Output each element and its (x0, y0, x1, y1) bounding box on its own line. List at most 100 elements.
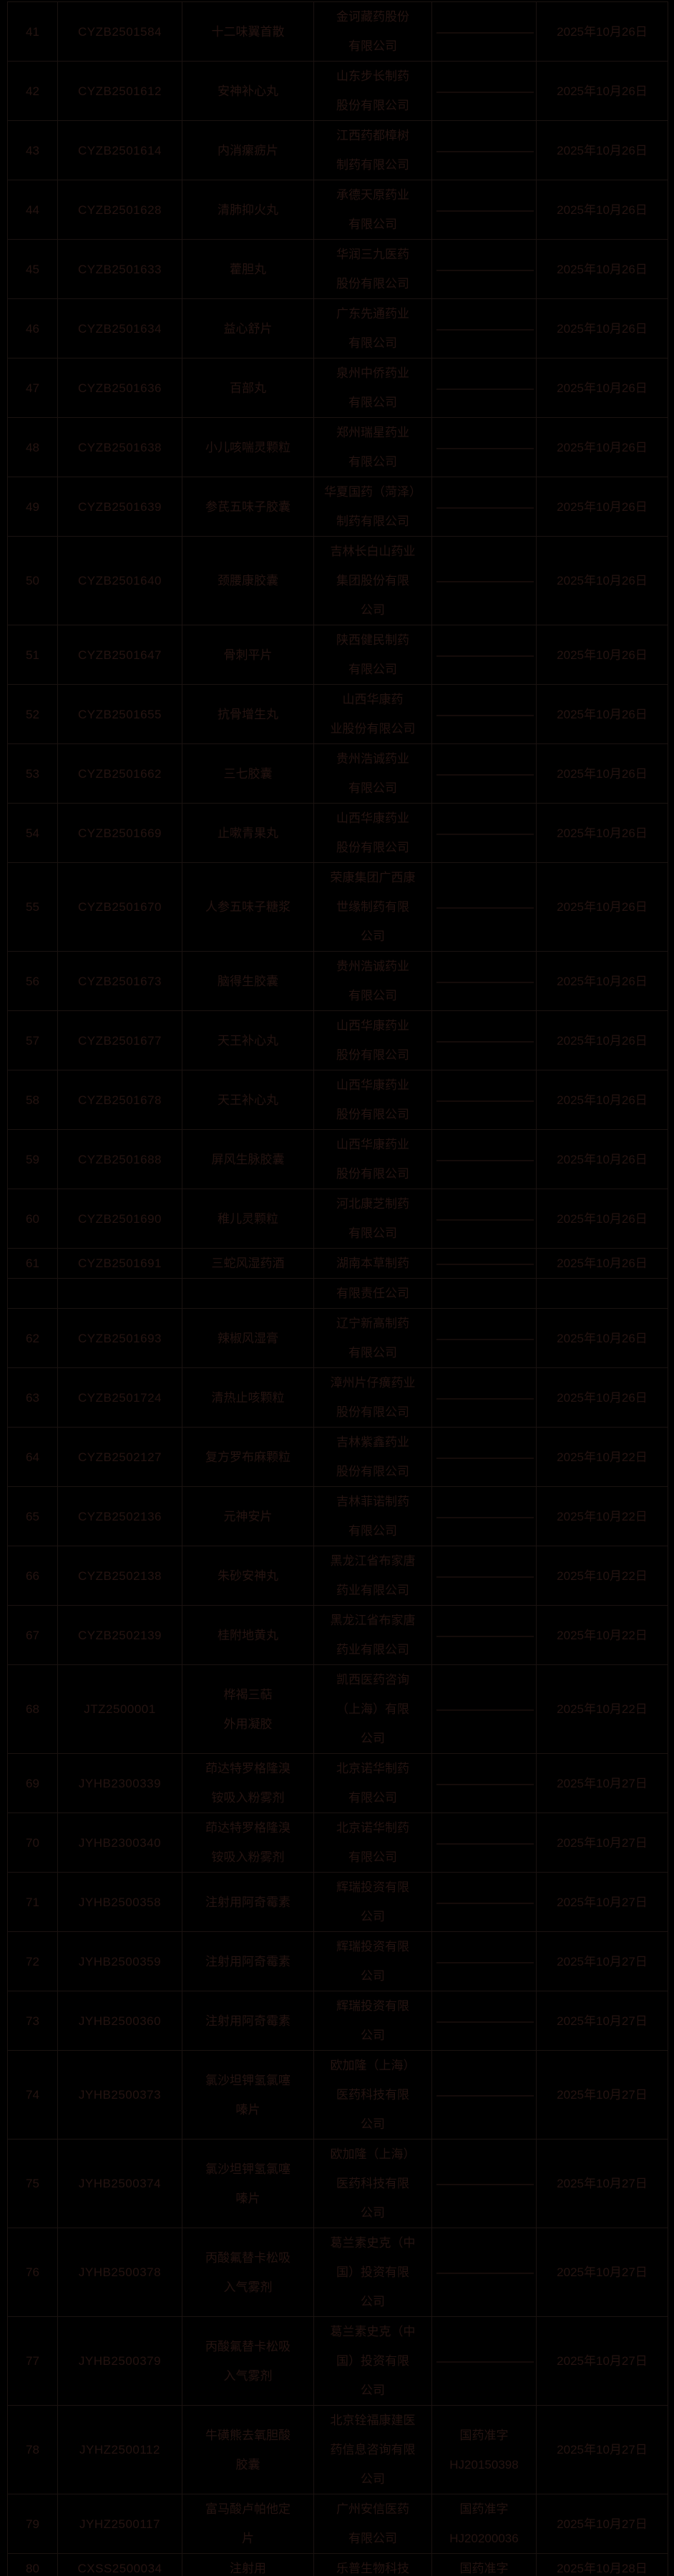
cell-acceptance-id: CYZB2501662 (57, 743, 182, 804)
cell-row-number: 55 (7, 862, 58, 952)
cell-approval-number: ———————— (431, 477, 537, 537)
cell-row-number: 71 (7, 1872, 58, 1932)
table-row: 76 JYHB2500378 丙酸氟替卡松吸 入气雾剂 葛兰素史克（中 国）投资… (7, 2228, 668, 2317)
table-row: 47 CYZB2501636 百部丸 泉州中侨药业 有限公司 ———————— … (7, 358, 668, 418)
cell-approval-date: 2025年10月26日 (536, 358, 668, 418)
table-row: 79 JYHZ2500117 富马酸卢帕他定 片 广州安信医药 有限公司 国药准… (7, 2494, 668, 2554)
cell-approval-number: ———————— (431, 1753, 537, 1813)
cell-row-number: 54 (7, 803, 58, 863)
cell-row-number: 42 (7, 61, 58, 121)
cell-approval-date: 2025年10月27日 (536, 1753, 668, 1813)
cell-approval-date: 2025年10月26日 (536, 1129, 668, 1189)
cell-approval-number (431, 1278, 537, 1309)
table-row: 52 CYZB2501655 抗骨增生丸 山西华康药 业股份有限公司 —————… (7, 684, 668, 744)
cell-row-number: 70 (7, 1813, 58, 1873)
cell-company-name: 欧加隆（上海） 医药科技有限 公司 (313, 2050, 432, 2140)
cell-approval-date: 2025年10月27日 (536, 2228, 668, 2317)
cell-approval-date: 2025年10月26日 (536, 120, 668, 180)
table-row: 66 CYZB2502138 朱砂安神丸 黑龙江省布家唐 药业有限公司 ————… (7, 1546, 668, 1606)
cell-drug-name: 参芪五味子胶囊 (182, 477, 314, 537)
cell-company-name: 辽宁新高制药 有限公司 (313, 1308, 432, 1368)
cell-acceptance-id: CYZB2501691 (57, 1248, 182, 1279)
table-row: 78 JYHZ2500112 牛磺熊去氧胆酸 胶囊 北京铨福康建医 药信息咨询有… (7, 2405, 668, 2494)
table-row: 73 JYHB2500360 注射用阿奇霉素 辉瑞投资有限 公司 ———————… (7, 1991, 668, 2051)
cell-approval-date: 2025年10月27日 (536, 2139, 668, 2228)
cell-approval-number: ———————— (431, 120, 537, 180)
cell-row-number: 66 (7, 1546, 58, 1606)
cell-drug-name: 注射用 (182, 2553, 314, 2576)
table-row: 45 CYZB2501633 藿胆丸 华润三九医药 股份有限公司 ———————… (7, 239, 668, 299)
cell-company-name: 广州安信医药 有限公司 (313, 2494, 432, 2554)
cell-acceptance-id: JYHZ2500117 (57, 2494, 182, 2554)
cell-row-number: 47 (7, 358, 58, 418)
table-row: 59 CYZB2501688 屏风生脉胶囊 山西华康药业 股份有限公司 ————… (7, 1129, 668, 1189)
cell-drug-name: 茚达特罗格隆溴 铵吸入粉雾剂 (182, 1753, 314, 1813)
cell-approval-number: ———————— (431, 1486, 537, 1546)
cell-acceptance-id: CYZB2501673 (57, 951, 182, 1011)
cell-company-name: 北京诺华制药 有限公司 (313, 1813, 432, 1873)
cell-approval-number: ———————— (431, 803, 537, 863)
cell-approval-number: ———————— (431, 1070, 537, 1130)
cell-acceptance-id: CYZB2501639 (57, 477, 182, 537)
cell-drug-name: 氯沙坦钾氢氯噻 嗪片 (182, 2050, 314, 2140)
table-row: 57 CYZB2501677 天王补心丸 山西华康药业 股份有限公司 —————… (7, 1010, 668, 1070)
cell-approval-date: 2025年10月26日 (536, 477, 668, 537)
cell-company-name: 山西华康药业 股份有限公司 (313, 1010, 432, 1070)
table-row: 55 CYZB2501670 人参五味子糖浆 荣康集团广西康 世缘制药有限 公司… (7, 862, 668, 952)
cell-company-name: 金诃藏药股份 有限公司 (313, 1, 432, 62)
cell-drug-name: 人参五味子糖浆 (182, 862, 314, 952)
cell-approval-number: ———————— (431, 2316, 537, 2406)
cell-drug-name: 注射用阿奇霉素 (182, 1872, 314, 1932)
cell-drug-name: 屏风生脉胶囊 (182, 1129, 314, 1189)
cell-row-number: 53 (7, 743, 58, 804)
cell-row-number: 56 (7, 951, 58, 1011)
cell-approval-date: 2025年10月26日 (536, 180, 668, 240)
cell-row-number: 75 (7, 2139, 58, 2228)
cell-acceptance-id: JYHZ2500112 (57, 2405, 182, 2494)
cell-approval-date: 2025年10月28日 (536, 2553, 668, 2576)
cell-approval-number: ———————— (431, 358, 537, 418)
cell-row-number: 68 (7, 1664, 58, 1754)
cell-approval-number: ———————— (431, 536, 537, 625)
cell-acceptance-id: CYZB2501636 (57, 358, 182, 418)
table-row: 48 CYZB2501638 小儿咳喘灵颗粒 郑州瑞星药业 有限公司 —————… (7, 417, 668, 477)
cell-company-name: 漳州片仔癀药业 股份有限公司 (313, 1367, 432, 1428)
cell-approval-number: ———————— (431, 862, 537, 952)
cell-drug-name: 牛磺熊去氧胆酸 胶囊 (182, 2405, 314, 2494)
table-row: 42 CYZB2501612 安神补心丸 山东步长制药 股份有限公司 —————… (7, 61, 668, 121)
cell-drug-name: 藿胆丸 (182, 239, 314, 299)
cell-approval-date: 2025年10月26日 (536, 1189, 668, 1249)
cell-company-name: 吉林长白山药业 集团股份有限 公司 (313, 536, 432, 625)
cell-approval-date: 2025年10月26日 (536, 1010, 668, 1070)
table-row: 43 CYZB2501614 内消瘰疬片 江西药都樟树 制药有限公司 —————… (7, 120, 668, 180)
cell-row-number: 49 (7, 477, 58, 537)
cell-acceptance-id: CYZB2501655 (57, 684, 182, 744)
cell-drug-name: 安神补心丸 (182, 61, 314, 121)
cell-drug-name: 清热止咳颗粒 (182, 1367, 314, 1428)
cell-drug-name: 清肺抑火丸 (182, 180, 314, 240)
cell-approval-number: ———————— (431, 239, 537, 299)
cell-company-name: 有限责任公司 (313, 1278, 432, 1309)
cell-approval-date: 2025年10月26日 (536, 1070, 668, 1130)
cell-row-number: 57 (7, 1010, 58, 1070)
cell-approval-date: 2025年10月26日 (536, 1367, 668, 1428)
cell-drug-name: 天王补心丸 (182, 1070, 314, 1130)
cell-approval-number: ———————— (431, 625, 537, 685)
cell-approval-date: 2025年10月26日 (536, 862, 668, 952)
cell-approval-date: 2025年10月27日 (536, 2316, 668, 2406)
cell-approval-number: ———————— (431, 1931, 537, 1991)
cell-acceptance-id: CYZB2501612 (57, 61, 182, 121)
cell-approval-number: ———————— (431, 684, 537, 744)
table-row: 有限责任公司 (7, 1278, 668, 1309)
cell-row-number: 78 (7, 2405, 58, 2494)
cell-drug-name: 丙酸氟替卡松吸 入气雾剂 (182, 2316, 314, 2406)
cell-row-number: 59 (7, 1129, 58, 1189)
cell-drug-name: 三蛇风湿药酒 (182, 1248, 314, 1279)
cell-approval-number: ———————— (431, 1872, 537, 1932)
table-row: 67 CYZB2502139 桂附地黄丸 黑龙江省布家唐 药业有限公司 ————… (7, 1605, 668, 1665)
table-row: 54 CYZB2501669 止嗽青果丸 山西华康药业 股份有限公司 —————… (7, 803, 668, 863)
cell-approval-date: 2025年10月26日 (536, 951, 668, 1011)
cell-drug-name: 脑得生胶囊 (182, 951, 314, 1011)
cell-company-name: 凯西医药咨询 （上海）有限 公司 (313, 1664, 432, 1754)
table-row: 65 CYZB2502136 元神安片 吉林菲诺制药 有限公司 ————————… (7, 1486, 668, 1546)
